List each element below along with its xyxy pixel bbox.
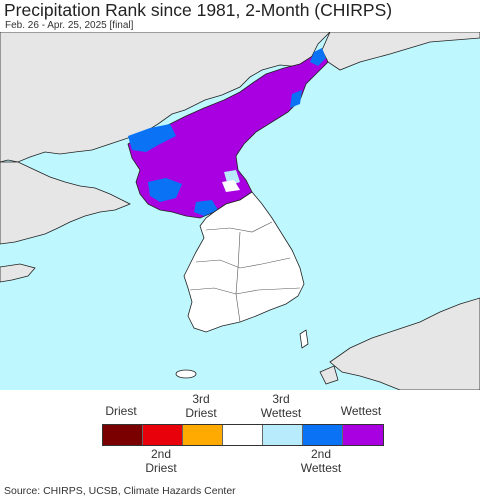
swatch-3rd-wettest [263,425,303,445]
north-korea [127,49,329,219]
legend-label-3rd-wettest: 3rd Wettest [260,392,302,420]
swatch-wettest [343,425,383,445]
legend-label-2nd-wettest: 2nd Wettest [300,447,342,475]
swatch-2nd-driest [143,425,183,445]
legend-label-3rd-driest: 3rd Driest [185,392,217,420]
legend-label-driest: Driest [105,404,137,418]
south-korea-provinces [189,221,301,323]
nk-wet-patch-south [194,200,218,216]
swatch-driest [103,425,143,445]
swatch-3rd-driest [183,425,223,445]
jeju-island [175,369,197,379]
nk-wet-patch-northeast [310,48,326,66]
legend-label-2nd-driest: 2nd Driest [145,447,177,475]
legend-color-scale [102,424,384,446]
nk-wet-patch-coast [290,90,302,108]
south-korea [183,191,305,333]
nk-wet-patch-southwest [148,178,182,202]
legend-label-wettest: Wettest [340,404,382,418]
map-title: Precipitation Rank since 1981, 2-Month (… [4,0,393,20]
shandong-peninsula [0,263,36,283]
tsushima-island [299,329,309,349]
precipitation-map [0,32,480,390]
swatch-2nd-wettest [303,425,343,445]
swatch-normal [223,425,263,445]
nk-white-patch [222,180,240,192]
nk-wet-patch-west [128,124,176,152]
source-credit: Source: CHIRPS, UCSB, Climate Hazards Ce… [4,485,236,497]
japan [329,297,480,390]
legend: Driest 3rd Driest 3rd Wettest Wettest 2n… [0,392,480,480]
liaodong-peninsula [0,161,131,245]
japan-western-islands [319,365,339,385]
map-subtitle: Feb. 26 - Apr. 25, 2025 [final] [5,20,134,31]
